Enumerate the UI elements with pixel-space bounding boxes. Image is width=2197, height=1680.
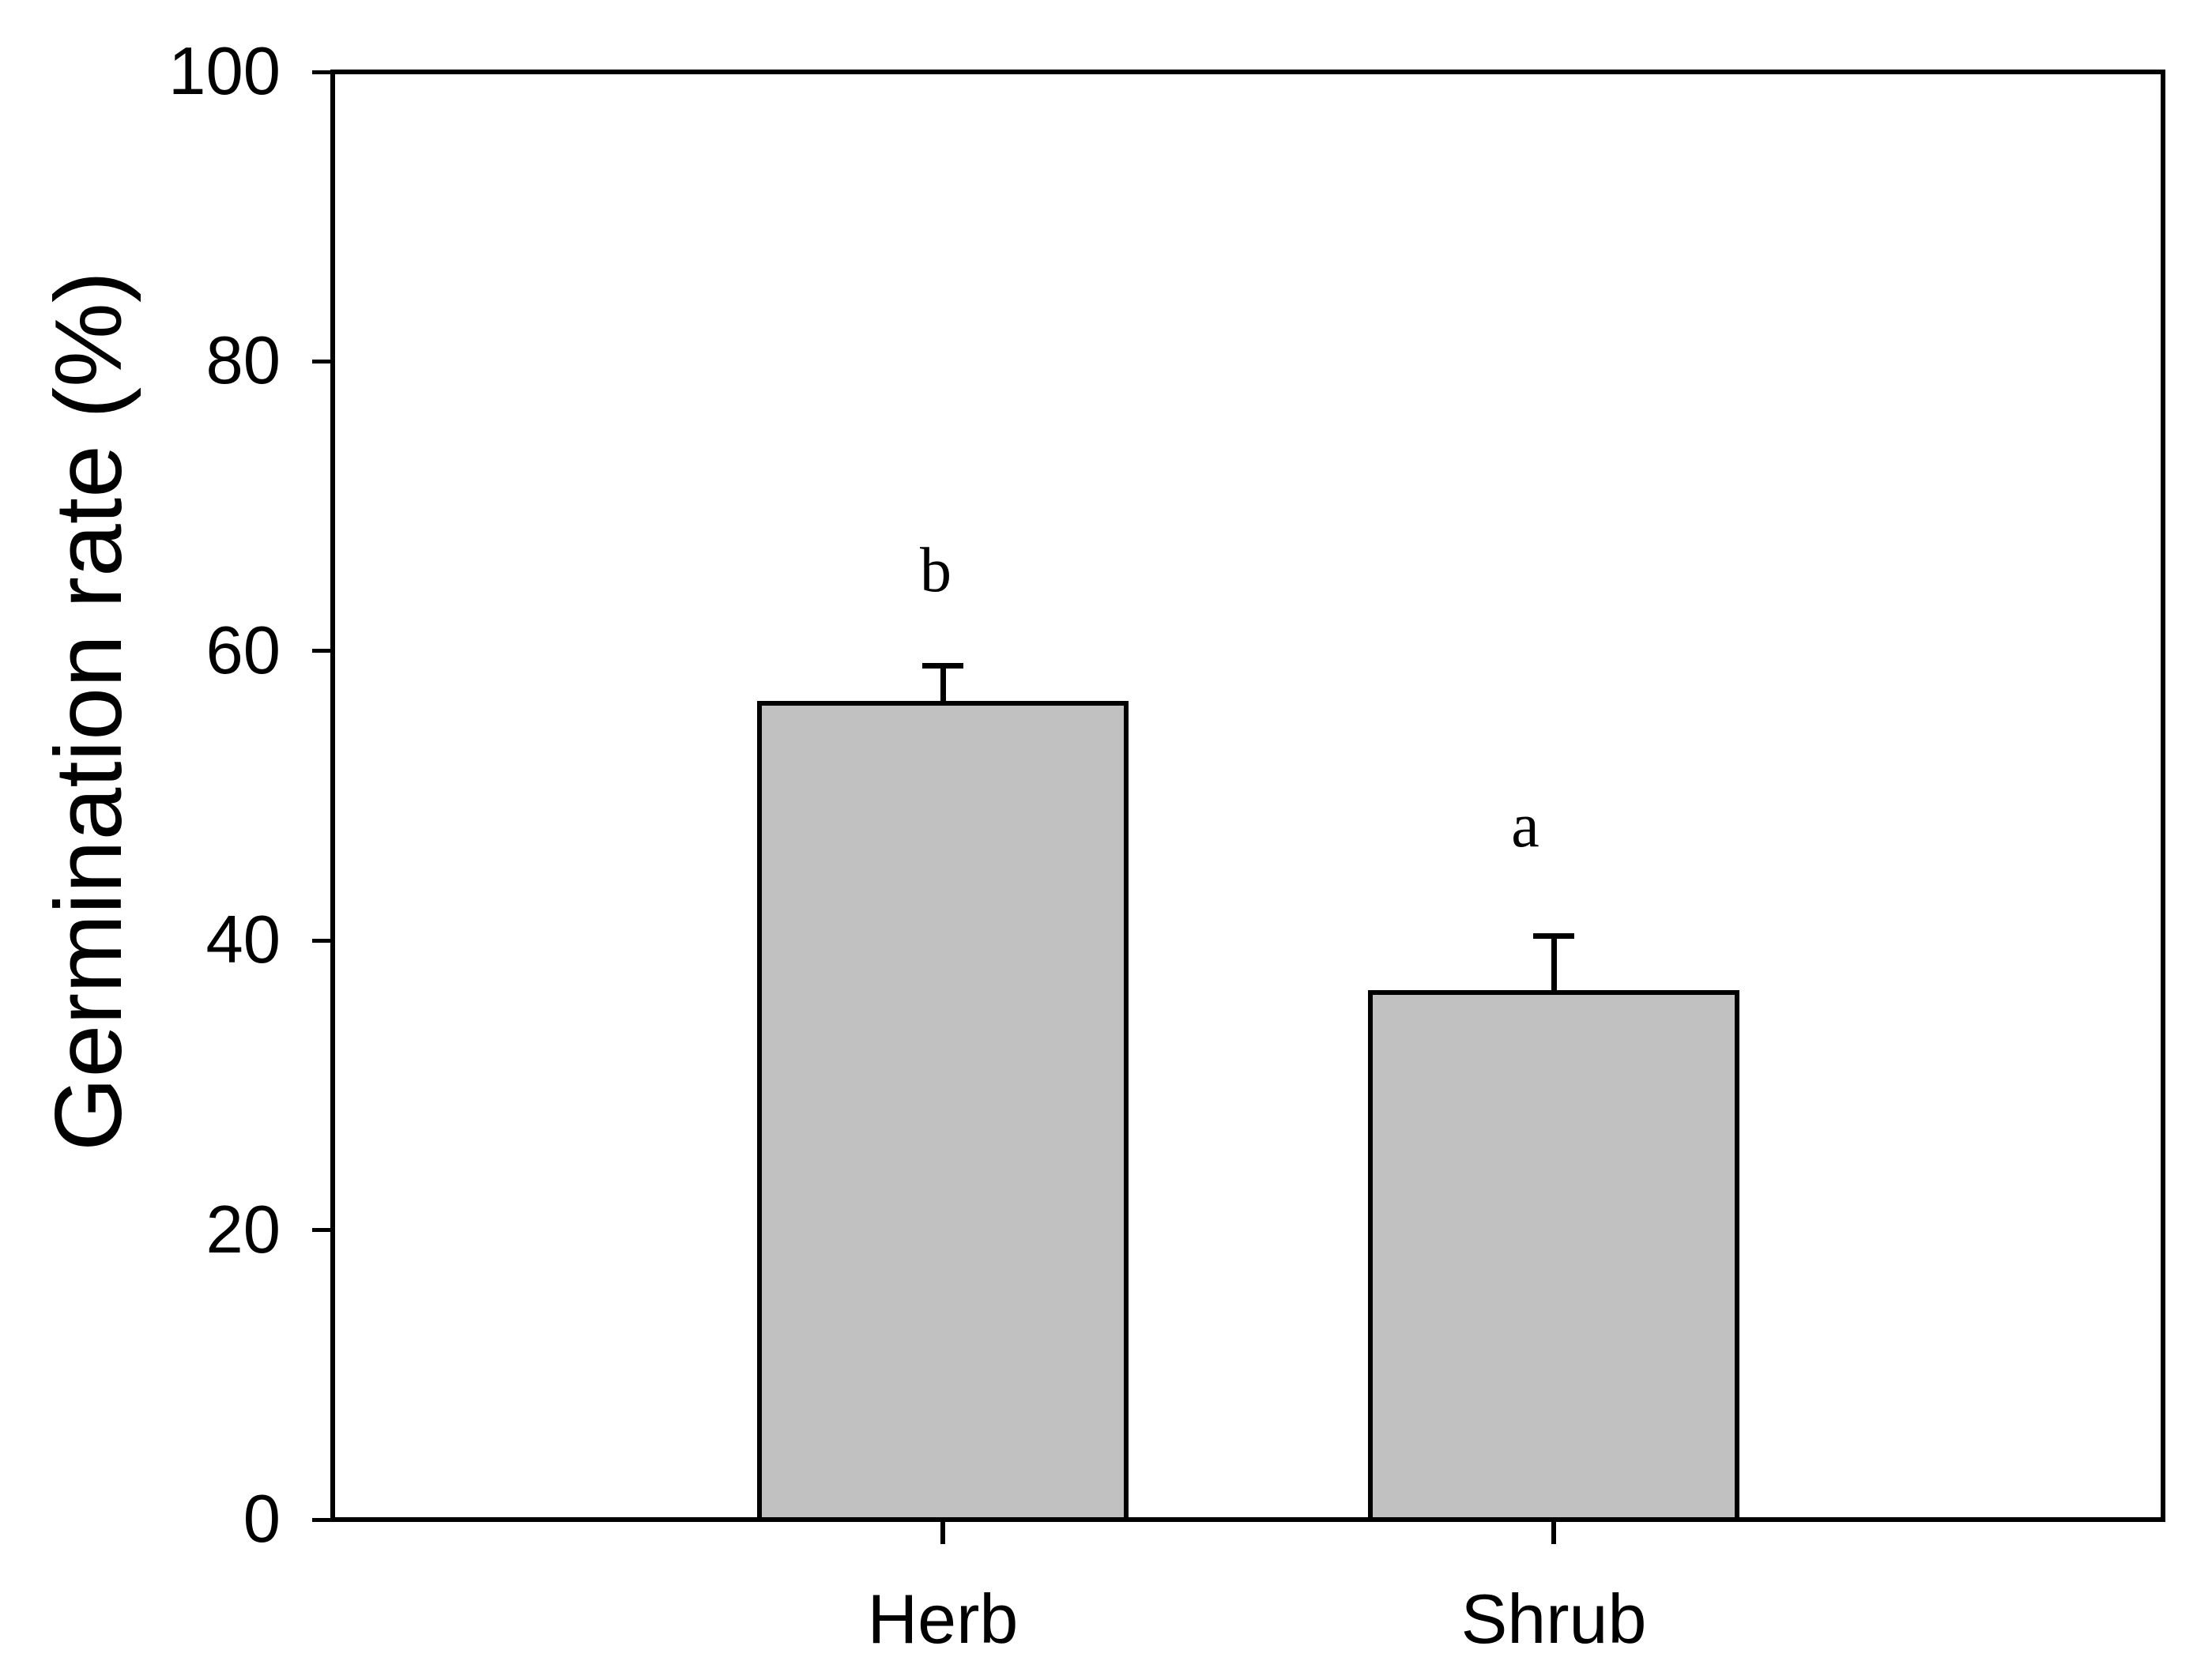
x-category-label-shrub: Shrub <box>1460 1580 1647 1658</box>
y-tick-label: 40 <box>205 902 281 978</box>
y-tick-label: 80 <box>205 323 281 399</box>
x-axis-tick <box>1551 1522 1556 1544</box>
y-axis-tick <box>312 938 330 943</box>
significance-letter: a <box>1511 790 1539 861</box>
y-axis-tick <box>312 70 330 74</box>
y-axis-tick <box>312 1228 330 1233</box>
error-bar-cap <box>922 662 963 669</box>
error-bar-cap <box>1533 933 1574 940</box>
x-axis-tick <box>940 1522 945 1544</box>
error-bar-line <box>940 665 946 706</box>
error-bar-line <box>1551 936 1557 996</box>
y-axis-title: Germination rate (%) <box>36 271 141 1151</box>
y-axis-tick <box>312 1517 330 1522</box>
x-category-label-herb: Herb <box>867 1580 1019 1658</box>
plot-area <box>330 70 2165 1522</box>
significance-letter: b <box>920 536 952 606</box>
y-axis-tick <box>312 359 330 363</box>
y-axis-tick <box>312 649 330 654</box>
y-tick-label: 60 <box>205 612 281 688</box>
y-tick-label: 20 <box>205 1192 281 1268</box>
bar-shrub <box>1368 990 1739 1522</box>
bar-herb <box>757 700 1129 1522</box>
y-tick-label: 0 <box>243 1482 281 1557</box>
y-tick-label: 100 <box>168 34 281 109</box>
